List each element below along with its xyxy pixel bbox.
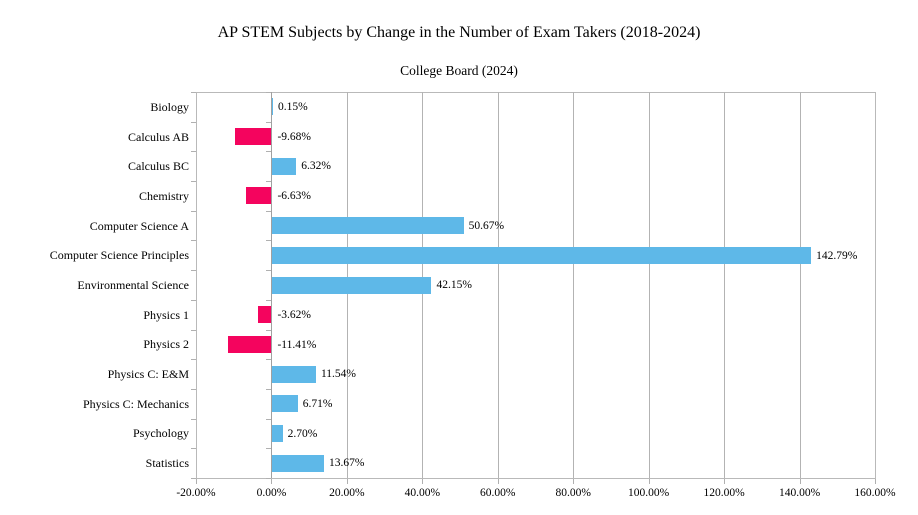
category-axis-tick — [266, 359, 272, 361]
x-axis-tick — [422, 479, 424, 484]
category-label-biology: Biology — [150, 99, 189, 114]
plot-area — [196, 92, 876, 479]
x-tick-label: 80.00% — [555, 487, 591, 499]
bar-statistics — [272, 454, 324, 472]
bar-computer-science-a — [272, 217, 464, 235]
gridline — [648, 92, 650, 478]
category-axis-tick — [266, 181, 272, 183]
category-axis-tick — [191, 270, 196, 272]
bar-physics-c-mechanics — [272, 395, 298, 413]
x-axis-tick — [799, 479, 801, 484]
x-axis-tick — [346, 479, 348, 484]
category-axis-tick — [266, 240, 272, 242]
category-axis-tick — [266, 121, 272, 123]
x-tick-label: 60.00% — [480, 487, 516, 499]
category-axis-tick — [191, 478, 196, 479]
category-label-statistics: Statistics — [145, 456, 189, 471]
category-axis-tick — [191, 388, 196, 390]
category-label-computer-science-a: Computer Science A — [89, 218, 189, 233]
gridline — [724, 92, 726, 478]
x-tick-label: 100.00% — [628, 487, 670, 499]
category-axis-tick — [191, 418, 196, 420]
value-label-environmental-science: 42.15% — [436, 279, 472, 292]
category-label-calculus-ab: Calculus AB — [127, 129, 189, 144]
x-tick-label: 40.00% — [404, 487, 441, 499]
bar-physics-2 — [228, 335, 272, 353]
value-label-psychology: 2.70% — [287, 427, 318, 440]
value-label-chemistry: -6.63% — [277, 190, 311, 203]
x-tick-label: 20.00% — [329, 487, 365, 499]
category-axis-tick — [266, 299, 272, 301]
value-label-biology: 0.15% — [278, 101, 308, 114]
value-label-physics-c-e-m: 11.54% — [320, 368, 356, 381]
x-axis-tick — [724, 479, 726, 484]
bar-biology — [272, 98, 273, 116]
category-axis-tick — [191, 359, 196, 361]
category-axis-tick — [266, 329, 272, 331]
gridline — [573, 92, 575, 478]
category-axis-tick — [191, 121, 196, 123]
x-tick-label: 140.00% — [778, 487, 821, 499]
x-axis-tick — [875, 479, 876, 484]
chart-title: AP STEM Subjects by Change in the Number… — [217, 24, 701, 41]
value-label-physics-1: -3.62% — [277, 308, 311, 321]
bar-calculus-bc — [272, 157, 297, 175]
x-tick-label: 120.00% — [703, 487, 745, 499]
bar-calculus-ab — [234, 128, 272, 146]
category-axis-tick — [266, 448, 272, 450]
bar-chemistry — [246, 187, 272, 205]
category-label-physics-2: Physics 2 — [143, 337, 189, 352]
bar-computer-science-principles — [272, 246, 812, 264]
category-axis-tick — [191, 448, 196, 450]
gridline — [497, 92, 499, 478]
category-axis-tick — [266, 151, 272, 153]
category-axis-tick — [191, 329, 196, 331]
value-label-computer-science-principles: 142.79% — [816, 249, 858, 262]
value-label-physics-2: -11.41% — [277, 338, 317, 351]
category-label-computer-science-principles: Computer Science Principles — [49, 248, 189, 263]
bar-physics-c-e-m — [272, 365, 316, 383]
value-label-calculus-ab: -9.68% — [277, 130, 311, 143]
value-label-calculus-bc: 6.32% — [301, 160, 331, 173]
category-label-physics-c-e-m: Physics C: E&M — [107, 367, 189, 382]
category-axis-tick — [191, 240, 196, 242]
x-tick-label: 160.00% — [854, 487, 896, 499]
category-label-physics-1: Physics 1 — [143, 307, 189, 322]
category-axis-tick — [191, 299, 196, 301]
x-axis-tick — [196, 479, 197, 484]
gridline — [799, 92, 801, 478]
category-axis-tick — [191, 92, 196, 93]
category-label-chemistry: Chemistry — [139, 188, 189, 203]
zero-axis-line — [271, 92, 273, 478]
x-axis-tick — [497, 479, 499, 484]
x-axis-tick — [573, 479, 575, 484]
category-axis-tick — [191, 181, 196, 183]
bar-physics-1 — [257, 306, 272, 324]
x-axis-tick — [648, 479, 650, 484]
x-tick-label: -20.00% — [176, 487, 216, 499]
value-label-physics-c-mechanics: 6.71% — [302, 398, 333, 411]
category-label-calculus-bc: Calculus BC — [127, 159, 189, 174]
chart-subtitle: College Board (2024) — [400, 63, 518, 78]
category-axis-tick — [191, 151, 196, 153]
category-label-environmental-science: Environmental Science — [77, 278, 189, 292]
category-axis-tick — [266, 210, 272, 212]
category-label-psychology: Psychology — [132, 426, 189, 441]
category-axis-tick — [266, 388, 272, 390]
value-label-computer-science-a: 50.67% — [468, 219, 505, 232]
x-axis-tick — [271, 479, 273, 484]
x-tick-label: 0.00% — [256, 487, 287, 499]
value-label-statistics: 13.67% — [329, 457, 365, 470]
category-axis-tick — [266, 418, 272, 420]
bar-environmental-science — [272, 276, 432, 294]
category-label-physics-c-mechanics: Physics C: Mechanics — [83, 396, 189, 411]
category-axis-tick — [266, 478, 272, 479]
bar-psychology — [272, 424, 283, 442]
category-axis-tick — [266, 270, 272, 272]
category-axis-tick — [191, 210, 196, 212]
category-axis-tick — [266, 92, 272, 93]
